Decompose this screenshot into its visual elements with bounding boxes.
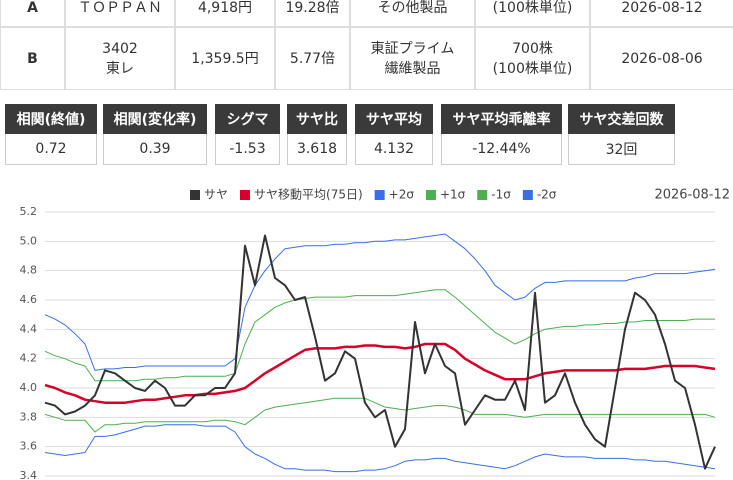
stat-header: サヤ平均乖離率	[441, 104, 562, 134]
table-cell: 4,918円	[175, 0, 275, 27]
legend-label: -2σ	[537, 188, 557, 202]
stat-value: 0.39	[103, 134, 207, 165]
table-cell: 5.77倍	[275, 27, 350, 90]
y-tick-label: 4.8	[20, 264, 38, 277]
row-label: B	[0, 27, 65, 90]
cell-line: 5.77倍	[289, 50, 336, 67]
stat-header: 相関(終値)	[5, 104, 97, 134]
series-line	[44, 289, 715, 382]
cell-line: 東レ	[106, 60, 134, 77]
legend-label: -1σ	[491, 188, 511, 202]
series-line	[44, 424, 716, 473]
legend-label: サヤ移動平均(75日)	[254, 188, 363, 202]
table-cell: 19.28倍	[275, 0, 350, 27]
y-tick-label: 3.6	[20, 440, 38, 453]
stat-value: 3.618	[287, 134, 347, 165]
series-line	[44, 233, 716, 371]
cell-line: 19.28倍	[285, 0, 340, 16]
legend-label: +2σ	[389, 188, 415, 202]
cell-line: 繊維製品	[384, 60, 441, 77]
y-tick-label: 3.8	[20, 410, 38, 423]
stat-header: サヤ平均	[355, 104, 433, 134]
stat-header: シグマ	[215, 104, 280, 134]
y-tick-label: 4.0	[20, 381, 38, 394]
series-line	[44, 234, 716, 470]
table-cell: (100株単位)	[475, 0, 590, 27]
legend-swatch	[425, 190, 436, 200]
table-cell: 東証プライム 繊維製品	[350, 27, 475, 90]
row-label: A	[0, 0, 65, 27]
table-cell: その他製品	[350, 0, 475, 27]
stat-header: サヤ交差回数	[568, 104, 675, 134]
cell-line: 4,918円	[197, 0, 253, 16]
cell-line: 700株	[512, 40, 553, 57]
table-cell: 2026-08-06	[590, 27, 733, 90]
table-cell: ＴＯＰＰＡＮ	[65, 0, 175, 27]
legend-swatch	[240, 190, 251, 200]
cell-line: 東証プライム	[370, 40, 455, 57]
y-tick-label: 4.2	[20, 352, 38, 365]
y-tick-label: 5.2	[20, 205, 38, 218]
y-tick-label: 4.6	[20, 293, 38, 306]
legend-label: サヤ	[204, 188, 228, 202]
y-tick-label: 4.4	[20, 322, 38, 335]
table-cell: 1,359.5円	[175, 27, 275, 90]
series-line	[44, 397, 716, 433]
legend-swatch	[477, 190, 488, 200]
legend-swatch	[522, 190, 533, 200]
cell-line: 1,359.5円	[191, 50, 259, 67]
chart: 2026-08-12 3.4 3.6 3.8 4.0 4.2 4.4 4.6 4.8 5.0 5.…	[20, 188, 731, 480]
table-cell: 700株 (100株単位)	[475, 27, 590, 90]
y-tick-label: 3.4	[20, 469, 38, 480]
legend-swatch	[374, 190, 385, 200]
stat-value: 4.132	[355, 134, 433, 165]
cell-line: その他製品	[377, 0, 448, 16]
cell-line: B	[27, 50, 38, 67]
cell-line: A	[27, 0, 38, 16]
table-cell: 2026-08-12	[590, 0, 733, 27]
cell-line: 2026-08-06	[621, 50, 703, 67]
cell-line: 3402	[102, 40, 138, 57]
chart-date: 2026-08-12	[654, 188, 730, 203]
series-line	[44, 342, 716, 404]
cell-line: (100株単位)	[492, 0, 573, 16]
stat-value: -1.53	[215, 134, 280, 165]
legend-swatch	[190, 190, 200, 200]
cell-line: ＴＯＰＰＡＮ	[78, 0, 162, 16]
legend-label: +1σ	[440, 188, 466, 202]
cell-line: 2026-08-12	[621, 0, 703, 16]
stat-value: -12.44%	[441, 134, 562, 165]
stat-header: 相関(変化率)	[103, 104, 207, 134]
stat-value: 32回	[568, 134, 675, 165]
y-tick-label: 5.0	[20, 234, 38, 247]
table-cell: 3402 東レ	[65, 27, 175, 90]
stat-value: 0.72	[5, 134, 97, 165]
stat-header: サヤ比	[287, 104, 347, 134]
cell-line: (100株単位)	[492, 60, 573, 77]
